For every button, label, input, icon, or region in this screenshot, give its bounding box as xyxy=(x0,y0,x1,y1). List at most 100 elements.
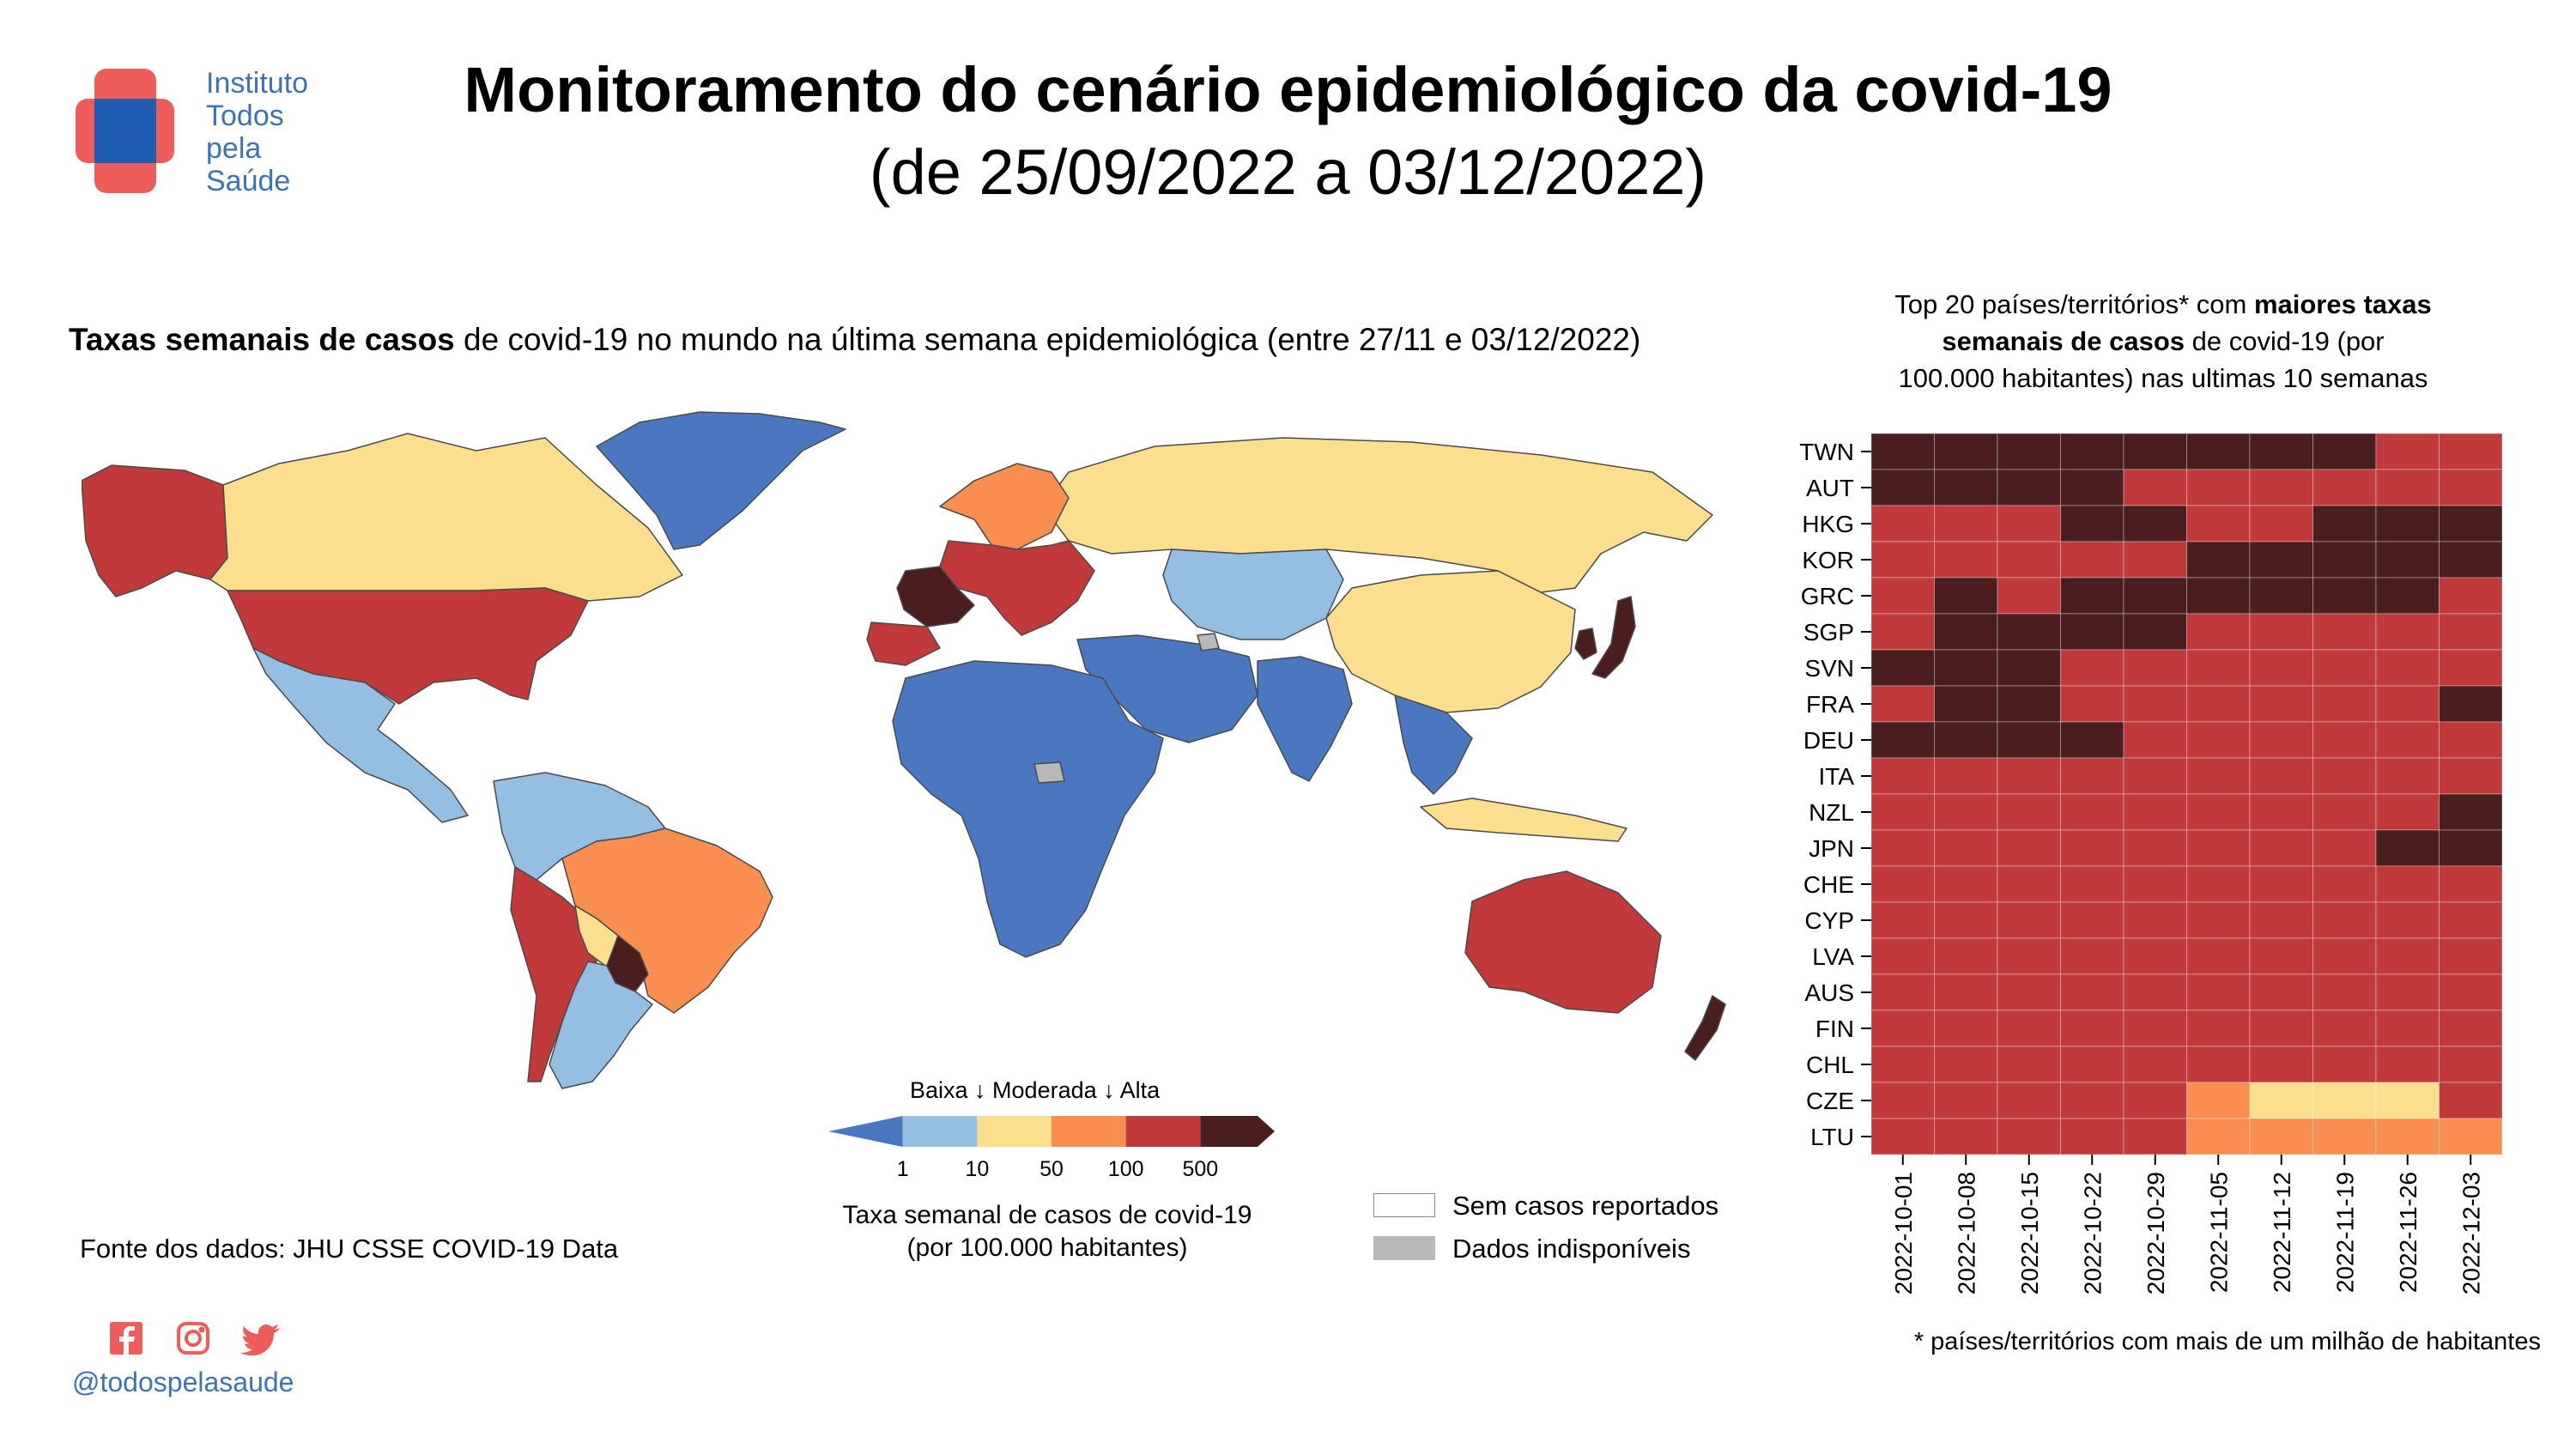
heatmap-cell xyxy=(2060,541,2124,579)
heatmap-x-label: 2022-10-15 xyxy=(2016,1172,2043,1294)
heatmap-cell xyxy=(2439,829,2503,867)
legend-no-data-label: Dados indisponíveis xyxy=(1452,1234,1691,1264)
heatmap-cell xyxy=(2312,1009,2377,1047)
heatmap-cell xyxy=(1870,613,1935,651)
heatmap-cell xyxy=(1934,685,1998,723)
heatmap-cell xyxy=(2060,1118,2124,1155)
heatmap-cell xyxy=(2186,1009,2251,1047)
heatmap-cell xyxy=(2186,865,2251,903)
heatmap-cell xyxy=(1870,1009,1935,1047)
heatmap-y-label: LTU xyxy=(1810,1124,1854,1150)
heatmap-cell xyxy=(2312,793,2377,831)
heatmap-y-label: JPN xyxy=(1809,835,1854,862)
heatmap-cell xyxy=(2060,829,2124,867)
heatmap-cell xyxy=(2249,901,2313,939)
heatmap-cell xyxy=(2123,433,2187,470)
heatmap-title-line: Top 20 países/territórios* com maiores t… xyxy=(1785,286,2541,323)
heatmap-cell xyxy=(2312,757,2377,795)
colorbar-segment xyxy=(1200,1116,1275,1147)
heatmap-cell xyxy=(2375,433,2440,470)
logo-line: Todos xyxy=(206,100,284,132)
social-handle[interactable]: @todospelasaude xyxy=(72,1367,294,1397)
heatmap-cell xyxy=(2312,829,2377,867)
heatmap-cell xyxy=(2249,829,2313,867)
heatmap-cell xyxy=(2123,865,2187,903)
heatmap-cell xyxy=(2123,1082,2187,1119)
region-scandinavia xyxy=(939,463,1070,550)
heatmap-cell xyxy=(2249,793,2313,831)
heatmap-title-segment: Top 20 países/territórios* com xyxy=(1894,289,2254,319)
heatmap-cell xyxy=(2123,829,2187,867)
heatmap-cell xyxy=(1934,1118,1998,1155)
heatmap-cell xyxy=(2312,973,2377,1011)
heatmap-cell xyxy=(2060,757,2124,795)
heatmap-cell xyxy=(2123,613,2187,651)
heatmap-cell xyxy=(2439,469,2503,506)
heatmap-cell xyxy=(1870,973,1935,1011)
heatmap-cell xyxy=(2439,685,2503,723)
heatmap-cell xyxy=(2312,469,2377,506)
logo-wordmark: Instituto Todos pela Saúde xyxy=(206,67,308,197)
legend-caption-line: Taxa semanal de casos de covid-19 xyxy=(842,1201,1252,1229)
heatmap-cell xyxy=(2123,685,2187,723)
heatmap-cell xyxy=(1934,865,1998,903)
heatmap-cell xyxy=(2060,649,2124,687)
region-russia xyxy=(1042,437,1713,593)
heatmap-cell xyxy=(2249,757,2313,795)
heatmap-chart: TWN AUT HKG KOR GRC SGP SVN FRA DEU ITA NZL JPN CHE C… xyxy=(1799,433,2503,1294)
heatmap-cell xyxy=(1934,1082,1998,1119)
region-southeast-asia xyxy=(1394,694,1473,795)
heatmap-cell xyxy=(2375,505,2440,543)
heatmap-cell xyxy=(1997,613,2061,651)
heatmap-cell xyxy=(2123,721,2187,759)
heatmap-cell xyxy=(1934,469,1998,506)
region-new-zealand xyxy=(1684,995,1726,1061)
world-map xyxy=(82,411,1726,1089)
heatmap-cell xyxy=(2123,469,2187,506)
heatmap-cell xyxy=(2249,1082,2313,1119)
heatmap-cell xyxy=(1934,721,1998,759)
heatmap-cell xyxy=(2312,1082,2377,1119)
region-japan xyxy=(1591,596,1636,679)
heatmap-cell xyxy=(2249,721,2313,759)
region-india xyxy=(1257,656,1353,782)
twitter-icon[interactable] xyxy=(240,1325,280,1355)
region-no-data xyxy=(1033,761,1065,784)
heatmap-y-label: TWN xyxy=(1799,439,1854,465)
heatmap-x-label: 2022-12-03 xyxy=(2458,1172,2484,1294)
heatmap-x-label: 2022-11-05 xyxy=(2205,1172,2232,1293)
heatmap-cell xyxy=(2123,577,2187,615)
logo-line: Instituto xyxy=(206,67,309,100)
heatmap-cell xyxy=(2123,757,2187,795)
heatmap-y-label: CHE xyxy=(1803,871,1854,898)
heatmap-cell xyxy=(2186,793,2251,831)
heatmap-cell xyxy=(1934,433,1998,470)
heatmap-cell xyxy=(2375,829,2440,867)
region-indonesia xyxy=(1420,797,1627,842)
heatmap-y-label: KOR xyxy=(1802,547,1854,573)
heatmap-cell xyxy=(2375,649,2440,687)
heatmap-cell xyxy=(1997,937,2061,975)
heatmap-cell xyxy=(2060,865,2124,903)
heatmap-x-label: 2022-11-26 xyxy=(2395,1172,2421,1293)
heatmap-cell xyxy=(2249,505,2313,543)
region-africa xyxy=(892,660,1164,958)
heatmap-cell xyxy=(2186,1046,2251,1083)
region-argentina xyxy=(549,961,653,1089)
instagram-icon[interactable] xyxy=(177,1322,209,1355)
heatmap-cell xyxy=(1997,505,2061,543)
region-central-europe xyxy=(939,540,1095,636)
legend-swatch-no-data xyxy=(1373,1236,1435,1260)
facebook-icon[interactable] xyxy=(110,1322,142,1355)
heatmap-cell xyxy=(1934,973,1998,1011)
heatmap-cell xyxy=(2060,721,2124,759)
heatmap-cell xyxy=(2439,1046,2503,1083)
heatmap-cell xyxy=(1934,937,1998,975)
heatmap-y-label: HKG xyxy=(1802,511,1854,537)
heatmap-cell xyxy=(2375,613,2440,651)
heatmap-cell xyxy=(1997,829,2061,867)
heatmap-cell xyxy=(1870,1046,1935,1083)
heatmap-cell xyxy=(2439,901,2503,939)
heatmap-cell xyxy=(2249,937,2313,975)
heatmap-cell xyxy=(2439,1009,2503,1047)
